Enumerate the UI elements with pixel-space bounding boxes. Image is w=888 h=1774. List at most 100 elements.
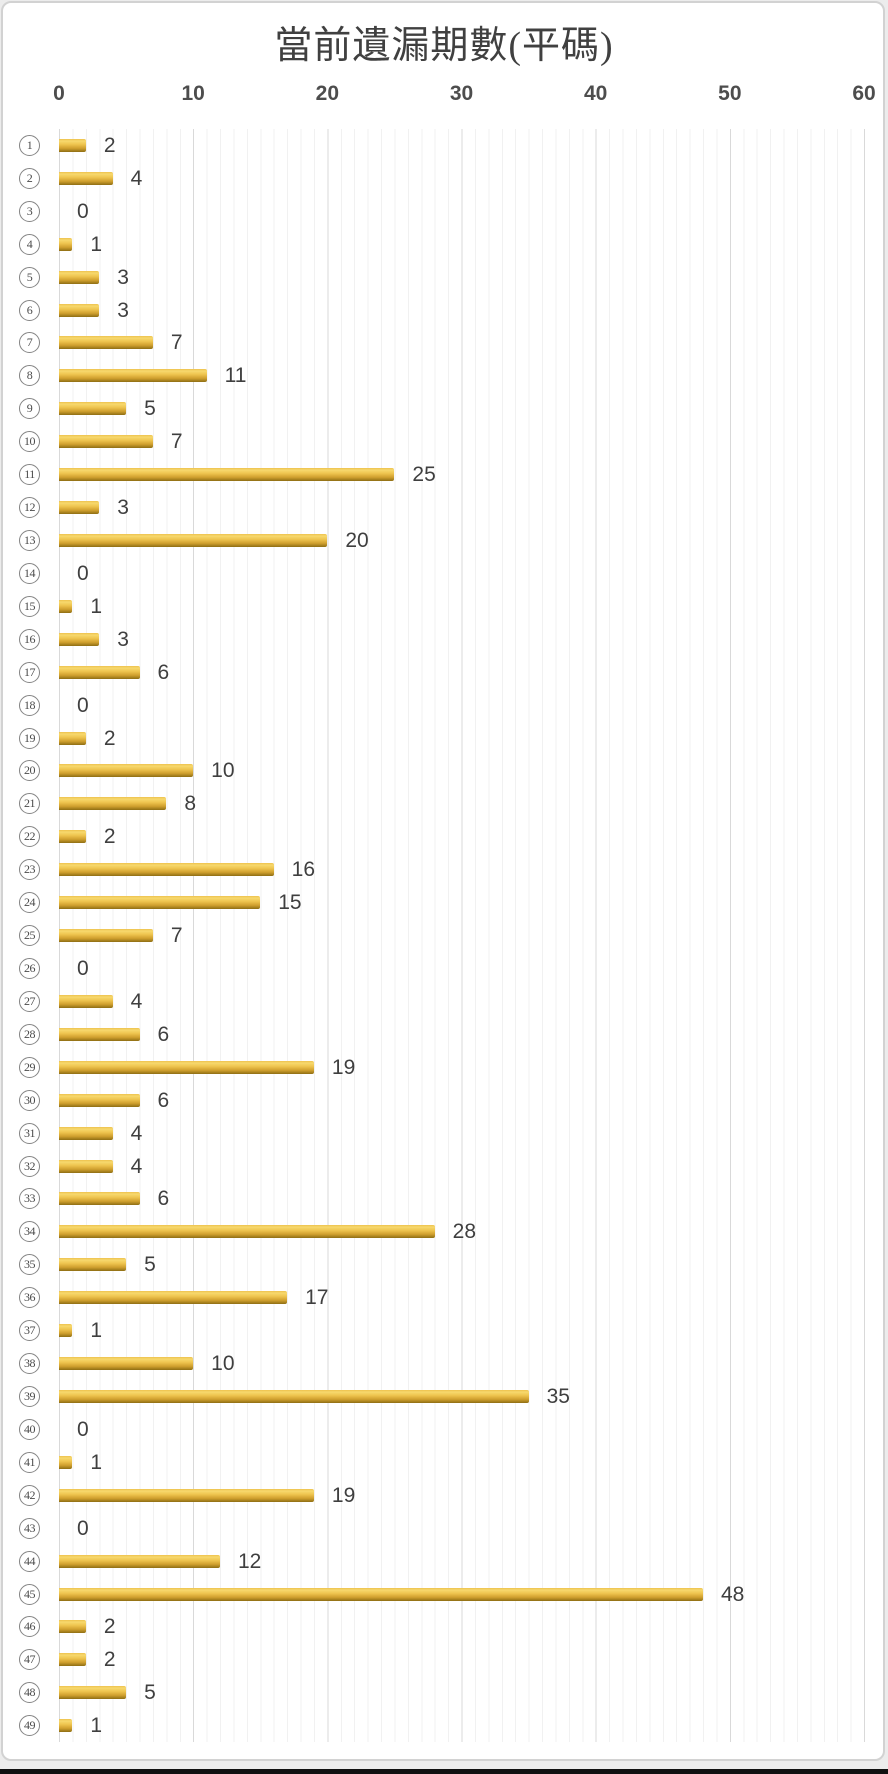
bar [59,336,153,350]
value-label: 12 [238,1549,262,1573]
bar-cell: 10 [59,1353,865,1374]
bar [59,435,153,449]
bar-cell: 4 [59,168,865,189]
bar [59,171,113,185]
chart-title: 當前遺漏期數(平碼) [274,25,614,67]
bar-row: 21 8 [0,787,865,820]
category-label: 45 [19,1583,40,1605]
category-label: 38 [19,1353,40,1375]
category-cell: 12 [0,497,59,519]
category-label: 27 [19,990,40,1012]
bar-row: 11 25 [0,458,865,491]
bar-cell: 0 [59,958,865,979]
category-label: 36 [19,1287,40,1309]
bar-cell: 2 [59,1649,865,1670]
bar [59,270,100,284]
x-tick-label: 50 [718,82,742,105]
category-label: 7 [19,332,40,354]
value-label: 7 [170,924,183,948]
bar-row: 46 2 [0,1610,865,1643]
bar-cell: 2 [59,135,865,156]
category-label: 43 [19,1517,40,1539]
category-cell: 21 [0,793,59,815]
category-cell: 26 [0,958,59,979]
category-label: 34 [19,1221,40,1243]
bar [59,402,127,416]
bar-cell: 7 [59,431,865,452]
category-label: 35 [19,1254,40,1276]
value-label: 3 [117,298,129,322]
category-cell: 38 [0,1353,59,1375]
value-label: 7 [170,331,183,355]
bar-cell: 3 [59,497,865,518]
category-cell: 1 [0,134,59,156]
bar [59,764,194,778]
value-label: 1 [90,594,103,618]
category-label: 3 [19,200,40,222]
bar-row: 19 2 [0,722,865,755]
category-cell: 41 [0,1451,59,1473]
x-tick-label: 10 [181,82,205,105]
bar-cell: 48 [59,1584,865,1605]
category-label: 17 [19,661,40,683]
value-label: 19 [331,1483,356,1507]
bar-row: 30 6 [0,1084,865,1117]
value-label: 10 [211,1352,235,1376]
x-axis: 0 10 20 30 40 50 60 [53,82,876,112]
value-label: 2 [103,1615,116,1639]
category-cell: 24 [0,892,59,914]
category-label: 2 [19,167,40,189]
bar-cell: 0 [59,1518,865,1539]
bar-cell: 11 [59,365,865,386]
category-label: 40 [19,1418,40,1440]
bar-row: 8 11 [0,359,865,392]
category-label: 11 [19,464,40,486]
bar-cell: 5 [59,1254,865,1275]
x-tick-label: 40 [583,82,608,105]
category-label: 22 [19,826,40,848]
bar-cell: 0 [59,563,865,584]
bar-cell: 17 [59,1287,865,1308]
bar-cell: 19 [59,1057,865,1078]
bar-cell: 6 [59,1090,865,1111]
category-label: 37 [19,1320,40,1342]
bar-row: 22 2 [0,820,865,853]
bar [59,1455,73,1469]
bar-row: 42 19 [0,1479,865,1512]
bar-cell: 28 [59,1221,865,1242]
bar-cell: 2 [59,728,865,749]
category-label: 26 [19,958,40,979]
x-tick-label: 30 [449,82,474,105]
bar [59,1225,435,1239]
bar [59,1389,529,1403]
category-cell: 5 [0,266,59,288]
category-label: 28 [19,1023,40,1045]
category-label: 30 [19,1089,40,1111]
category-cell: 3 [0,200,59,222]
bar-cell: 2 [59,1616,865,1637]
value-label: 1 [90,1450,103,1474]
category-cell: 29 [0,1056,59,1078]
bar-row: 13 20 [0,524,865,557]
bar-row: 40 0 [0,1413,865,1446]
bar [59,1159,113,1173]
value-label: 10 [211,759,235,783]
category-label: 6 [19,299,40,321]
category-cell: 35 [0,1254,59,1276]
bar [59,1488,314,1502]
category-label: 44 [19,1550,40,1572]
bar-cell: 4 [59,991,865,1012]
category-cell: 18 [0,694,59,716]
category-cell: 9 [0,398,59,420]
category-cell: 45 [0,1583,59,1605]
bar [59,369,207,383]
value-label: 1 [90,1319,103,1343]
category-label: 39 [19,1385,40,1407]
bar-cell: 4 [59,1156,865,1177]
value-label: 17 [305,1286,329,1310]
bar-cell: 1 [59,1715,865,1736]
x-tick-label: 20 [315,82,340,105]
category-label: 13 [19,530,40,552]
bar-row: 38 10 [0,1347,865,1380]
